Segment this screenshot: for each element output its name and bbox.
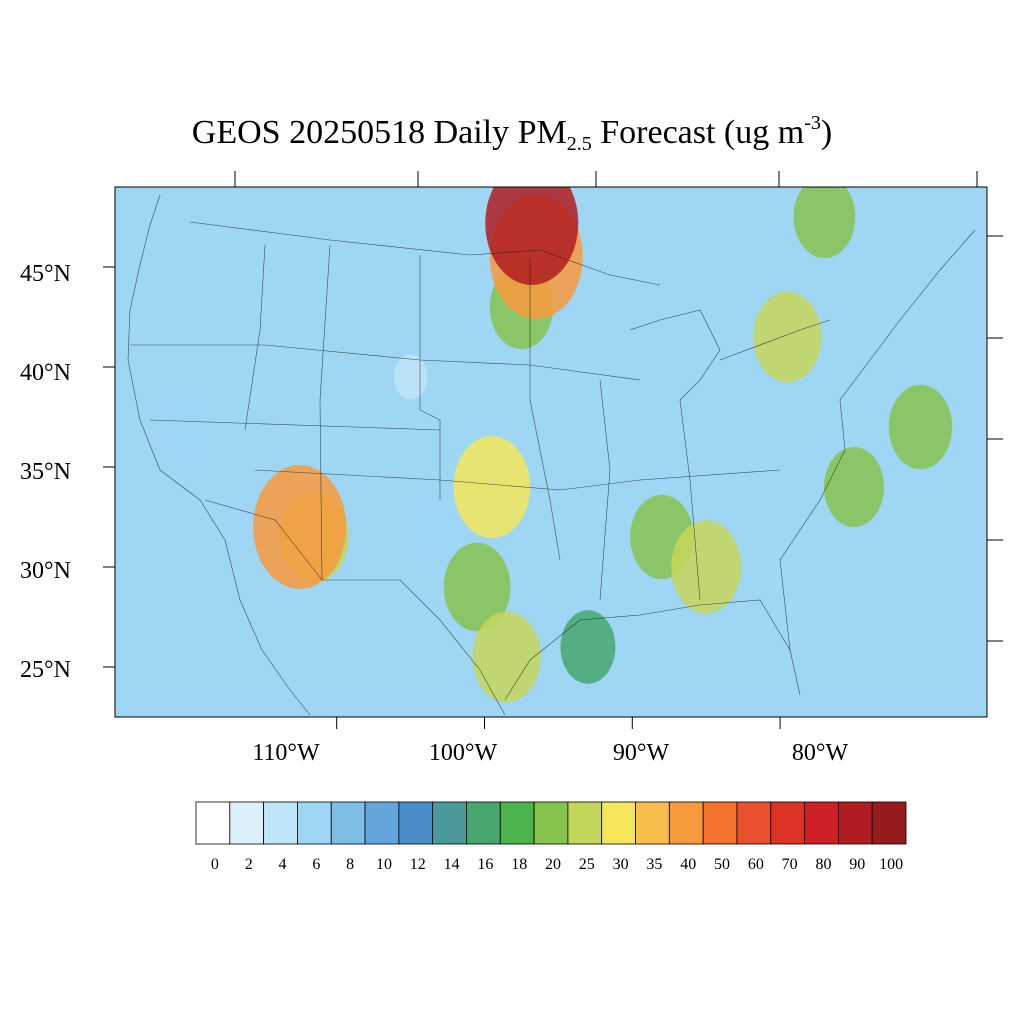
colorbar-label: 60 (747, 856, 764, 873)
canada-border (189, 221, 661, 286)
concentration-blob (888, 384, 953, 470)
concentration-field (115, 187, 987, 717)
colorbar-label: 10 (375, 856, 392, 873)
concentration-blob (253, 465, 347, 589)
colorbar-swatch (330, 801, 366, 845)
colorbar-swatch (364, 801, 400, 845)
concentration-blob (485, 187, 579, 285)
lat-label-35: 35°N (20, 459, 71, 485)
east-coast (779, 229, 976, 651)
lon-label-80w: 80°W (791, 740, 849, 766)
colorbar-swatch (567, 801, 603, 845)
colorbar-swatch (668, 801, 704, 845)
colorbar-label: 16 (477, 856, 494, 873)
colorbar-swatch (533, 801, 569, 845)
title-middle: Forecast (ug m (591, 114, 805, 151)
colorbar-label: 100 (879, 856, 904, 873)
concentration-blob (793, 187, 856, 259)
map-frame (114, 186, 988, 718)
concentration-blob (753, 291, 822, 383)
colorbar-swatch (432, 801, 467, 845)
concentration-blobs (170, 187, 953, 703)
lon-label-90w: 90°W (612, 740, 670, 766)
concentration-blob (671, 520, 742, 614)
colorbar-swatch (297, 801, 332, 845)
colorbar-label: 40 (680, 856, 697, 873)
colorbar-swatch (770, 801, 805, 845)
colorbar-swatch (804, 801, 839, 845)
colorbar-swatch (871, 801, 907, 845)
colorbar-label: 30 (612, 856, 629, 873)
colorbar-swatch (195, 801, 231, 845)
colorbar-label: 35 (646, 856, 663, 873)
title-subscript: 2.5 (566, 133, 592, 155)
colorbar-swatch (499, 801, 535, 845)
colorbar-label: 12 (409, 856, 426, 873)
colorbar-label: 4 (278, 856, 287, 873)
colorbar-swatch (601, 801, 636, 845)
colorbar-label: 2 (244, 856, 253, 873)
gulf-coast (504, 599, 801, 701)
colorbar-label: 90 (849, 856, 866, 873)
colorbar-label: 80 (815, 856, 832, 873)
colorbar-label: 8 (346, 856, 355, 873)
concentration-blob (472, 611, 541, 703)
lat-label-40: 40°N (20, 360, 71, 386)
colorbar-label: 0 (210, 856, 219, 873)
concentration-blob (823, 447, 884, 527)
colorbar-label: 6 (312, 856, 321, 873)
coastline-west (127, 194, 311, 716)
concentration-blob (453, 436, 531, 538)
colorbar-swatch (635, 801, 670, 845)
concentration-blob (393, 354, 428, 400)
concentration-blob (443, 542, 511, 632)
concentration-blob (170, 402, 208, 452)
state-boundaries (127, 194, 976, 716)
title-prefix: GEOS 20250518 Daily PM (191, 114, 567, 151)
colorbar-label: 70 (781, 856, 798, 873)
colorbar (195, 801, 907, 845)
colorbar-swatch (736, 801, 772, 845)
lon-label-110w: 110°W (252, 740, 320, 766)
lat-label-45: 45°N (20, 261, 71, 287)
colorbar-swatch (229, 801, 265, 845)
concentration-blob (560, 610, 616, 684)
mexico-border (204, 499, 506, 716)
colorbar-swatch (398, 801, 434, 845)
colorbar-label: 50 (714, 856, 731, 873)
title-superscript: -3 (804, 112, 821, 134)
concentration-blob (421, 502, 459, 552)
title-suffix: ) (820, 114, 833, 151)
colorbar-label: 20 (545, 856, 561, 873)
colorbar-label: 14 (443, 856, 460, 873)
state-lines-2 (130, 344, 781, 601)
lat-label-30: 30°N (20, 558, 71, 584)
state-lines-1 (244, 244, 561, 581)
colorbar-label: 18 (511, 856, 528, 873)
colorbar-label: 25 (578, 856, 595, 873)
lat-label-25: 25°N (20, 657, 71, 683)
lon-label-100w: 100°W (428, 740, 498, 766)
great-lakes (629, 309, 831, 401)
map-title: GEOS 20250518 Daily PM2.5 Forecast (ug m… (0, 112, 1024, 156)
colorbar-swatch (837, 801, 873, 845)
colorbar-swatch (702, 801, 738, 845)
map-ticks (103, 171, 1003, 729)
colorbar-swatch (263, 801, 298, 845)
colorbar-swatch (466, 801, 501, 845)
